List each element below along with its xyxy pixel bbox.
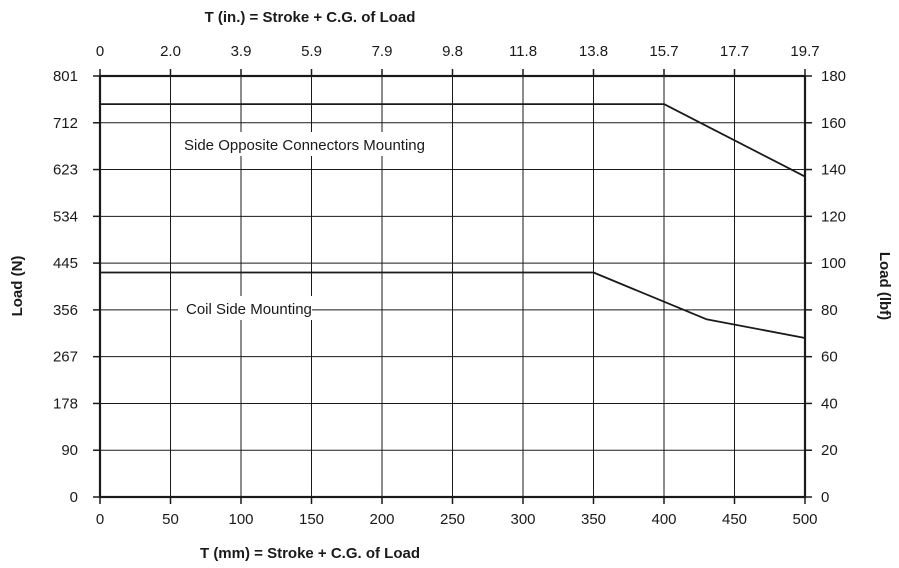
y-right-tick-label: 140 <box>821 162 846 179</box>
x-top-tick-label: 0 <box>96 43 104 60</box>
y-right-axis-title: Load (lbf) <box>876 252 893 320</box>
y-left-tick-label: 445 <box>53 255 78 272</box>
y-right-tick-label: 20 <box>821 442 838 459</box>
y-left-tick-label: 267 <box>53 349 78 366</box>
x-top-tick-label: 7.9 <box>372 43 393 60</box>
series-label-background <box>178 296 312 320</box>
x-top-tick-label: 5.9 <box>301 43 322 60</box>
y-right-tick-label: 100 <box>821 255 846 272</box>
y-left-tick-label: 801 <box>53 68 78 85</box>
y-right-tick-label: 60 <box>821 349 838 366</box>
y-right-tick-label: 120 <box>821 208 846 225</box>
axis-ticks: 00502.01003.91505.92007.92509.830011.835… <box>53 43 846 528</box>
series-label-background <box>178 132 430 156</box>
x-bottom-tick-label: 100 <box>228 511 253 528</box>
x-bottom-tick-label: 300 <box>510 511 535 528</box>
x-bottom-tick-label: 400 <box>651 511 676 528</box>
x-bottom-tick-label: 200 <box>369 511 394 528</box>
x-bottom-tick-label: 150 <box>299 511 324 528</box>
x-top-tick-label: 19.7 <box>790 43 819 60</box>
x-top-tick-label: 17.7 <box>720 43 749 60</box>
y-left-tick-label: 534 <box>53 208 78 225</box>
y-left-tick-label: 356 <box>53 302 78 319</box>
x-bottom-axis-title: T (mm) = Stroke + C.G. of Load <box>200 545 420 562</box>
y-left-tick-label: 0 <box>70 489 78 506</box>
y-left-axis-title: Load (N) <box>9 256 26 317</box>
x-bottom-tick-label: 450 <box>722 511 747 528</box>
y-right-tick-label: 180 <box>821 68 846 85</box>
x-bottom-tick-label: 250 <box>440 511 465 528</box>
series-lines <box>100 103 806 339</box>
x-bottom-tick-label: 50 <box>162 511 179 528</box>
y-left-tick-label: 178 <box>53 395 78 412</box>
y-right-tick-label: 80 <box>821 302 838 319</box>
x-bottom-tick-label: 0 <box>96 511 104 528</box>
x-top-tick-label: 3.9 <box>231 43 252 60</box>
y-left-tick-label: 90 <box>61 442 78 459</box>
y-right-tick-label: 40 <box>821 395 838 412</box>
grid-lines <box>100 76 805 497</box>
y-left-tick-label: 712 <box>53 115 78 132</box>
series-label-side-opposite: Side Opposite Connectors Mounting <box>184 137 425 154</box>
y-right-tick-label: 160 <box>821 115 846 132</box>
series-line-coil-side <box>100 271 806 339</box>
x-bottom-tick-label: 500 <box>792 511 817 528</box>
x-top-tick-label: 13.8 <box>579 43 608 60</box>
y-left-tick-label: 623 <box>53 162 78 179</box>
x-bottom-tick-label: 350 <box>581 511 606 528</box>
x-top-tick-label: 2.0 <box>160 43 181 60</box>
series-label-coil-side: Coil Side Mounting <box>186 301 312 318</box>
x-top-tick-label: 11.8 <box>509 43 537 60</box>
x-top-tick-label: 9.8 <box>442 43 463 60</box>
y-right-tick-label: 0 <box>821 489 829 506</box>
x-top-axis-title: T (in.) = Stroke + C.G. of Load <box>205 9 416 26</box>
series-line-side-opposite-connectors <box>100 103 806 178</box>
x-top-tick-label: 15.7 <box>649 43 678 60</box>
